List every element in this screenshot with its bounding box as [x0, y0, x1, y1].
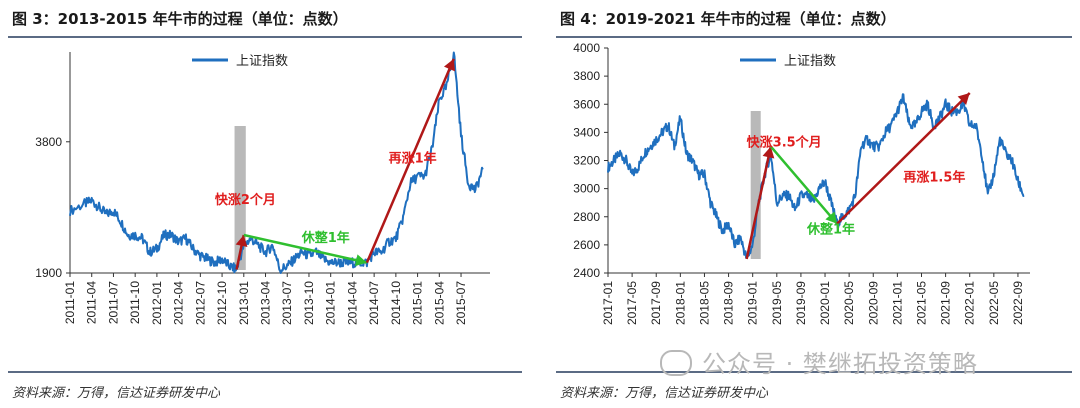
right-arrow-head [762, 146, 775, 159]
left-annotation: 快涨2个月 [215, 192, 276, 208]
left-x-tick-label: 2013-07 [280, 281, 294, 325]
right-trend-arrow [745, 146, 772, 260]
left-bottom-rule [8, 371, 522, 373]
right-x-tick-label: 2021-05 [914, 281, 928, 325]
left-annotation: 再涨1年 [389, 151, 437, 167]
right-annotation: 再涨1.5年 [903, 170, 965, 186]
left-x-tick-label: 2015-04 [432, 281, 446, 325]
right-x-tick-label: 2020-05 [842, 281, 856, 325]
right-chart: 2400 2600 2800 3000 3200 3400 3600 3800 4000 2017… [573, 41, 1030, 325]
left-trend-arrow [365, 58, 455, 264]
watermark-text: 公众号 · 樊继拓投资策略 [702, 350, 978, 378]
left-series-line [69, 51, 484, 274]
right-y-tick-label: 2800 [573, 210, 600, 224]
wechat-icon [660, 350, 692, 376]
right-x-tick-label: 2019-01 [746, 281, 760, 325]
left-chart: 1900 3800 2011-01 2011-04 2011-07 2011-10 2012… [35, 51, 490, 325]
left-x-tick-label: 2011-07 [106, 281, 120, 324]
right-shaded-band [750, 111, 761, 259]
left-source: 资料来源：万得，信达证券研发中心 [12, 386, 221, 401]
left-x-tick-label: 2013-04 [259, 281, 273, 325]
right-x-tick-label: 2019-05 [770, 281, 784, 325]
right-chart-title: 图 4：2019-2021 年牛市的过程（单位：点数） [560, 10, 896, 28]
right-y-tick-label: 3200 [573, 154, 600, 168]
left-x-tick-label: 2011-10 [128, 281, 142, 324]
left-x-tick-label: 2013-01 [237, 281, 251, 325]
right-x-tick-label: 2022-09 [1011, 281, 1025, 325]
right-x-tick-label: 2018-05 [697, 281, 711, 325]
right-y-tick-label: 2600 [573, 238, 600, 252]
right-y-tick-label: 3800 [573, 69, 600, 83]
right-source: 资料来源：万得，信达证券研发中心 [560, 386, 769, 401]
left-legend-label: 上证指数 [236, 54, 288, 69]
right-annotation: 休整1年 [806, 222, 855, 238]
left-x-tick-label: 2012-04 [172, 281, 186, 325]
right-arrow-head [825, 211, 838, 224]
right-top-rule [556, 36, 1072, 38]
right-x-tick-label: 2017-05 [625, 281, 639, 325]
right-y-tick-label: 3000 [573, 182, 600, 196]
left-x-tick-label: 2015-07 [454, 281, 468, 325]
right-y-tick-label: 4000 [573, 41, 600, 55]
right-y-tick-label: 2400 [573, 266, 600, 280]
right-series-line [607, 93, 1025, 259]
left-y-tick-label: 1900 [35, 266, 62, 280]
left-shaded-band [234, 126, 246, 270]
left-arrow-head [354, 254, 367, 267]
left-x-tick-label: 2014-04 [345, 281, 359, 325]
left-arrow-head [235, 235, 248, 248]
right-y-tick-label: 3600 [573, 97, 600, 111]
right-x-tick-label: 2018-01 [673, 281, 687, 325]
left-trend-arrow [243, 233, 368, 264]
left-x-tick-label: 2014-01 [324, 281, 338, 325]
left-top-rule [8, 36, 522, 38]
right-x-tick-label: 2020-01 [818, 281, 832, 325]
left-annotation: 休整1年 [301, 230, 350, 246]
right-x-tick-label: 2017-01 [601, 281, 615, 325]
left-x-tick-label: 2012-07 [193, 281, 207, 325]
left-x-tick-label: 2011-01 [63, 281, 77, 324]
left-x-tick-label: 2012-10 [215, 281, 229, 325]
right-x-tick-label: 2022-05 [987, 281, 1001, 325]
right-arrow-head [957, 93, 970, 105]
left-y-tick-label: 3800 [35, 135, 62, 149]
right-x-tick-label: 2017-09 [649, 281, 663, 325]
right-trend-arrow [836, 92, 971, 225]
right-x-tick-label: 2022-01 [963, 281, 977, 325]
right-x-tick-label: 2021-01 [890, 281, 904, 325]
left-chart-title: 图 3：2013-2015 年牛市的过程（单位：点数） [12, 10, 348, 28]
left-x-tick-label: 2013-10 [302, 281, 316, 325]
right-y-tick-label: 3400 [573, 125, 600, 139]
left-panel: 图 3：2013-2015 年牛市的过程（单位：点数） 1900 3800 2011… [0, 0, 530, 408]
right-x-tick-label: 2021-09 [939, 281, 953, 325]
right-trend-arrow [769, 145, 839, 225]
watermark: 公众号 · 樊继拓投资策略 [660, 344, 978, 379]
left-x-tick-label: 2014-07 [367, 281, 381, 325]
right-x-tick-label: 2019-09 [794, 281, 808, 325]
left-x-tick-label: 2014-10 [389, 281, 403, 325]
right-panel: 图 4：2019-2021 年牛市的过程（单位：点数） 2400 2600 2800… [548, 0, 1080, 408]
left-arrow-head [443, 58, 455, 72]
right-x-tick-label: 2018-09 [722, 281, 736, 325]
right-annotation: 快涨3.5个月 [747, 134, 822, 150]
right-x-tick-label: 2020-09 [866, 281, 880, 325]
right-legend-label: 上证指数 [784, 54, 836, 69]
left-x-tick-label: 2015-01 [411, 281, 425, 325]
right-bottom-rule [556, 371, 1072, 373]
left-x-tick-label: 2012-01 [150, 281, 164, 325]
left-x-tick-label: 2011-04 [85, 281, 99, 324]
